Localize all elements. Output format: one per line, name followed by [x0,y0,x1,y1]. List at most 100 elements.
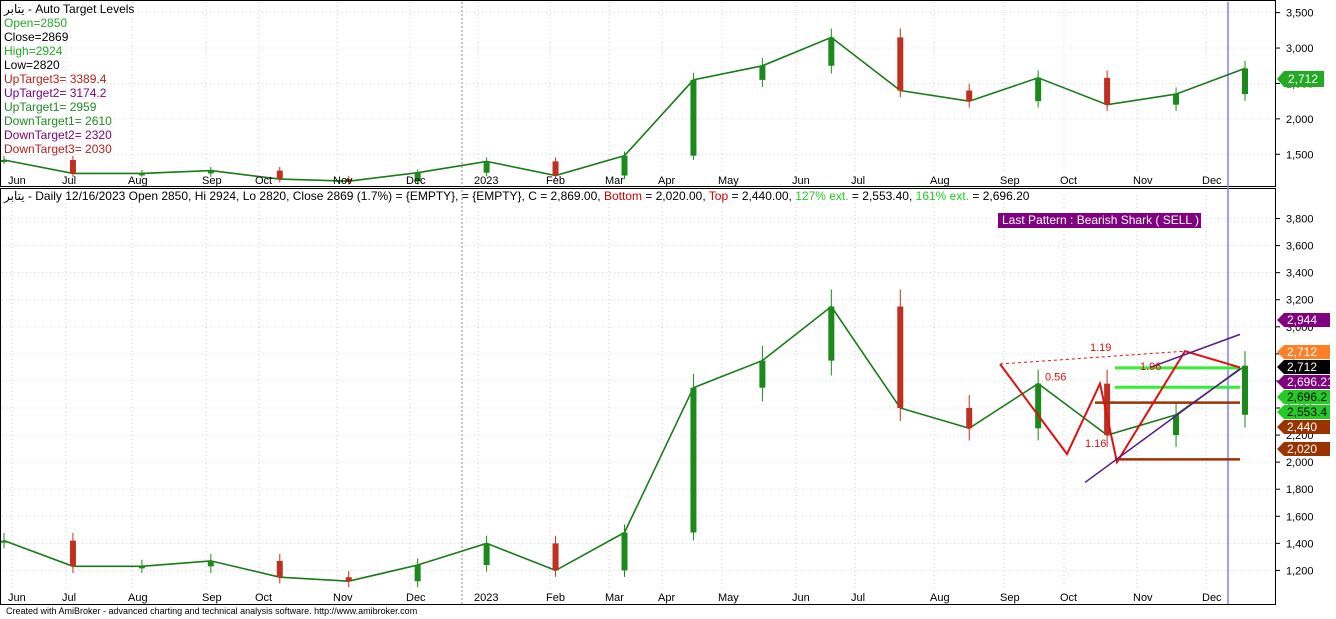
pattern-label-box [998,213,1201,228]
top-bar-body [345,179,352,182]
header-segment: = 2,440.00, [728,189,795,203]
header-segment: 161% ext. [916,189,969,203]
price-badge-shape [1277,442,1330,456]
top-month-label: Mar [605,175,624,187]
bottom-bar-body [1173,414,1180,436]
top-bar-body [1035,77,1042,102]
top-month-label: Aug [128,175,148,187]
bottom-month-label: Aug [930,592,950,604]
bottom-y-tick-label: 3,600 [1286,241,1314,253]
bottom-y-tick-label: 3,200 [1286,295,1314,307]
info-line: DownTarget1= 2610 [4,114,112,128]
bottom-bar-body [138,566,145,569]
info-line: UpTarget3= 3389.4 [4,72,107,86]
bottom-y-tick-label: 3,800 [1286,214,1314,226]
top-panel-title: يتابر - Auto Target Levels [3,2,134,16]
pattern-ratio-label: 1.96 [1140,361,1161,373]
top-month-label: Dec [1202,175,1222,187]
top-y-tick-label: 3,500 [1286,8,1314,20]
price-badge: 2,712 [1287,360,1317,374]
bottom-y-tick-label: 2,000 [1286,457,1314,469]
pattern-ratio-label: 1.16 [1085,438,1106,450]
bottom-month-label: Jul [851,592,865,604]
bottom-bar-body [69,540,76,567]
top-month-label: Jun [792,175,810,187]
price-badge: 2,020 [1287,442,1317,456]
price-badge: 2,553.4 [1287,405,1327,419]
top-month-label: Nov [1133,175,1153,187]
bottom-bar-body [207,560,214,567]
bottom-month-label: Feb [546,592,565,604]
price-badge: 2,696.2 [1287,390,1327,404]
top-bar-body [897,37,904,91]
top-month-label: Jul [851,175,865,187]
bottom-month-label: Apr [658,592,675,604]
top-month-label: Sep [202,175,222,187]
bottom-bar-body [1242,365,1248,415]
top-bar-body [759,65,766,80]
top-y-tick-label: 2,000 [1286,114,1314,126]
bottom-y-tick-label: 1,600 [1286,511,1314,523]
price-badge-shape [1277,375,1330,389]
header-segment: Bottom [604,189,642,203]
top-month-label: Apr [658,175,675,187]
bottom-month-label: Jun [792,592,810,604]
top-bar-body [1173,94,1180,105]
bottom-y-tick-label: 3,400 [1286,268,1314,280]
header-segment: يتابر - Daily 12/16/2023 Open 2850, Hi 2… [3,189,604,203]
pattern-label: Last Pattern : Bearish Shark ( SELL ) [1002,213,1199,227]
bottom-bar-body [1035,383,1042,429]
header-segment: = 2,553.40, [849,189,916,203]
bottom-month-label: Oct [255,592,272,604]
top-month-label: Sep [1000,175,1020,187]
top-month-label: Jun [8,175,26,187]
top-month-label: Dec [406,175,426,187]
bottom-bar-body [690,387,697,533]
top-y-tick-label: 3,000 [1286,43,1314,55]
top-price-badge: 2,712 [1288,72,1318,86]
top-bar-body [69,159,76,174]
channel-upper [1149,333,1241,369]
bottom-month-label: Aug [128,592,148,604]
price-badge: 2,696.21 [1287,375,1334,389]
top-bar-body [1,159,7,162]
bottom-y-tick-label: 1,200 [1286,565,1314,577]
bottom-month-label: Nov [1133,592,1153,604]
price-badge-shape [1277,390,1330,404]
info-line: Low=2820 [4,58,60,72]
top-bar-body [621,155,628,176]
channel-lower [1084,368,1241,484]
bottom-bar-body [621,532,628,571]
top-bar-body [690,79,697,156]
price-badge-shape [1277,360,1330,374]
pattern-legs [999,349,1241,465]
bottom-month-label: May [718,592,739,604]
price-badge: 2,712 [1287,345,1317,359]
top-y-tick-label: 1,500 [1286,149,1314,161]
top-bar-body [552,161,559,176]
top-bar-body [207,170,214,174]
info-line: UpTarget1= 2959 [4,100,97,114]
bottom-month-label: 2023 [474,592,498,604]
header-segment: = 2,020.00, [642,189,709,203]
bottom-bar-body [966,408,973,429]
top-month-label: 2023 [474,175,498,187]
bottom-y-tick-label: 1,800 [1286,484,1314,496]
bottom-month-label: Dec [406,592,426,604]
bottom-panel-header: يتابر - Daily 12/16/2023 Open 2850, Hi 2… [3,189,1030,203]
top-bar-body [828,37,835,66]
bottom-bar-body [483,543,490,565]
footer-credit: Created with AmiBroker - advanced charti… [6,606,418,616]
price-badge: 2,440 [1287,420,1317,434]
info-line: DownTarget2= 2320 [4,128,112,142]
bottom-y-tick-label: 1,400 [1286,538,1314,550]
top-month-label: Aug [930,175,950,187]
header-segment: Top [709,189,729,203]
bottom-panel-frame [0,188,1276,605]
bottom-month-label: Nov [333,592,353,604]
top-bar-body [966,90,973,102]
top-month-label: May [718,175,739,187]
top-bar-body [414,172,421,182]
info-line: UpTarget2= 3174.2 [4,86,107,100]
